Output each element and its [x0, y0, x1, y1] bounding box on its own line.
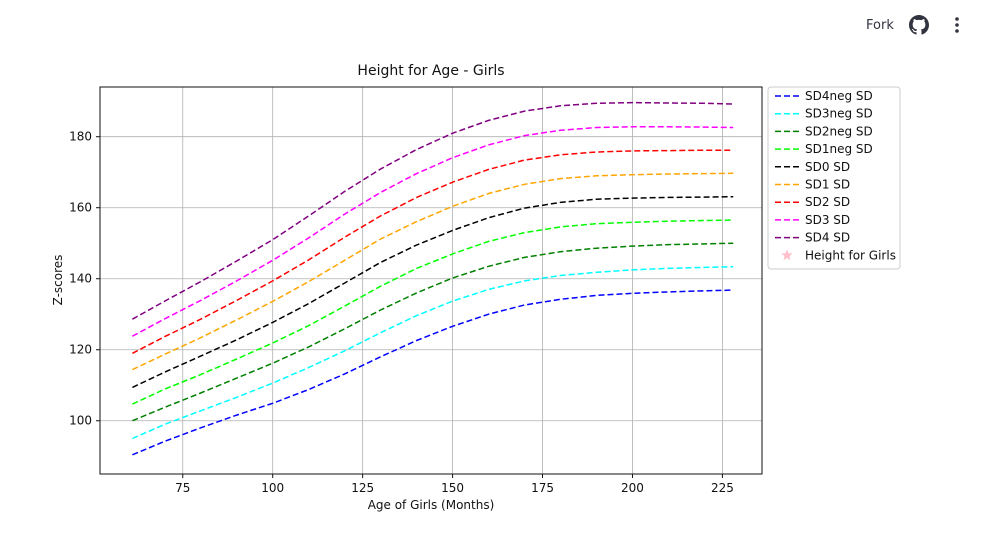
- more-vertical-icon[interactable]: [947, 15, 967, 35]
- x-tick-label: 150: [441, 481, 464, 495]
- series-line: [132, 126, 734, 337]
- chart-title: Height for Age - Girls: [357, 63, 504, 79]
- fork-button[interactable]: Fork: [866, 18, 894, 33]
- legend-label: SD3 SD: [805, 213, 850, 227]
- y-tick-label: 100: [69, 414, 92, 428]
- legend-label: SD4 SD: [805, 231, 850, 245]
- legend-label: Height for Girls: [805, 248, 896, 262]
- legend-star-marker: [781, 249, 793, 261]
- legend-label: SD1 SD: [805, 178, 850, 192]
- y-tick-label: 160: [69, 201, 92, 215]
- legend-label: SD4neg SD: [805, 89, 873, 103]
- y-tick-label: 180: [69, 130, 92, 144]
- chart-grid: [100, 87, 762, 474]
- plot-frame: [99, 86, 763, 475]
- x-axis-ticks: 75 100 125 150 175 200 225: [175, 474, 734, 495]
- app-header: Fork: [0, 0, 984, 52]
- series-line: [132, 265, 734, 440]
- series-line: [132, 149, 734, 354]
- series-line: [132, 289, 734, 456]
- github-icon[interactable]: [909, 15, 929, 35]
- x-axis-label: Age of Girls (Months): [368, 498, 495, 512]
- y-tick-label: 120: [69, 343, 92, 357]
- series-line: [132, 195, 734, 389]
- x-tick-label: 175: [531, 481, 554, 495]
- x-tick-label: 200: [621, 481, 644, 495]
- y-axis-label: Z-scores: [51, 255, 65, 306]
- y-tick-label: 140: [69, 272, 92, 286]
- series-line: [132, 242, 734, 422]
- x-tick-label: 225: [711, 481, 734, 495]
- series-line: [132, 172, 734, 371]
- x-tick-label: 75: [175, 481, 190, 495]
- x-tick-label: 100: [261, 481, 284, 495]
- y-axis-ticks: 100 120 140 160 180: [69, 130, 100, 428]
- legend-label: SD1neg SD: [805, 142, 873, 156]
- legend-label: SD2neg SD: [805, 124, 873, 138]
- x-tick-label: 125: [351, 481, 374, 495]
- legend-label: SD3neg SD: [805, 107, 873, 121]
- legend-box: [767, 86, 901, 270]
- series-line: [132, 219, 734, 405]
- legend-label: SD2 SD: [805, 195, 850, 209]
- chart-series: [132, 101, 734, 456]
- legend-label: SD0 SD: [805, 160, 850, 174]
- chart-legend: SD4neg SD SD3neg SD SD2neg SD SD1neg SD SD0 …: [767, 86, 901, 270]
- series-line: [132, 101, 734, 320]
